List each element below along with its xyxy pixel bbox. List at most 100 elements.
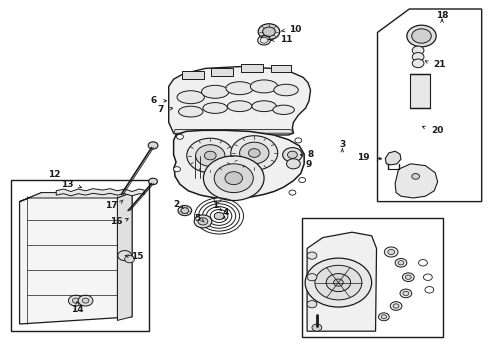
Circle shape [78,295,93,306]
Circle shape [287,151,297,158]
Polygon shape [182,71,204,79]
Text: 6: 6 [150,96,156,105]
Circle shape [224,172,242,185]
Circle shape [306,274,316,281]
Text: 10: 10 [289,25,301,34]
Polygon shape [117,193,132,320]
Text: 18: 18 [435,10,447,19]
Text: 21: 21 [432,60,445,69]
Circle shape [124,256,134,263]
Text: 11: 11 [279,35,292,44]
Circle shape [402,273,413,282]
Circle shape [411,59,423,68]
Polygon shape [173,130,293,133]
Ellipse shape [225,82,253,95]
Polygon shape [173,130,304,199]
Polygon shape [394,164,437,198]
Circle shape [214,164,253,193]
Circle shape [258,24,279,40]
Polygon shape [306,232,376,331]
Circle shape [294,138,301,143]
Circle shape [282,148,302,162]
Circle shape [311,324,321,331]
Ellipse shape [201,85,228,98]
Circle shape [214,197,221,202]
Circle shape [288,190,295,195]
Circle shape [305,258,371,307]
Bar [409,74,429,108]
Circle shape [181,208,188,213]
Ellipse shape [251,101,276,112]
Circle shape [239,142,268,164]
Circle shape [314,265,361,300]
Circle shape [230,136,277,170]
Polygon shape [56,189,144,196]
Text: 16: 16 [109,217,122,226]
Circle shape [286,159,300,169]
Bar [302,218,442,337]
Circle shape [387,249,394,255]
Circle shape [248,149,260,157]
Circle shape [68,295,83,306]
Text: 9: 9 [305,160,311,168]
Ellipse shape [250,80,277,93]
Text: 13: 13 [61,180,73,189]
Polygon shape [211,68,233,76]
Circle shape [389,302,401,310]
Circle shape [214,212,224,220]
Circle shape [306,301,316,308]
Text: 15: 15 [131,252,143,261]
Polygon shape [168,67,310,136]
Ellipse shape [203,103,227,113]
Circle shape [118,251,131,261]
Circle shape [195,145,224,166]
Circle shape [178,206,191,216]
Polygon shape [271,65,290,72]
Polygon shape [385,151,400,165]
Circle shape [397,261,403,265]
Circle shape [262,27,275,36]
Ellipse shape [272,105,294,114]
Circle shape [173,167,180,172]
Circle shape [411,53,423,61]
Text: 3: 3 [339,140,345,149]
Text: 5: 5 [194,214,200,223]
Ellipse shape [177,91,204,104]
Circle shape [399,289,411,298]
Circle shape [203,156,264,201]
Circle shape [198,218,207,225]
Ellipse shape [273,84,298,96]
Circle shape [333,279,343,286]
Circle shape [394,258,406,267]
Ellipse shape [178,106,203,117]
Text: 1: 1 [212,201,218,210]
Circle shape [186,138,233,173]
Circle shape [406,25,435,47]
Circle shape [148,178,157,185]
Circle shape [325,274,350,292]
Circle shape [402,291,408,296]
Ellipse shape [227,101,251,112]
Text: 19: 19 [356,153,369,162]
Circle shape [411,174,419,179]
Circle shape [384,247,397,257]
Text: 8: 8 [306,150,313,159]
Polygon shape [20,193,132,324]
Text: 20: 20 [430,126,443,135]
Circle shape [405,275,410,279]
Circle shape [204,151,216,160]
Text: 14: 14 [71,305,83,314]
Circle shape [381,315,386,319]
Circle shape [82,298,89,303]
Text: 12: 12 [48,170,61,179]
Text: 2: 2 [173,200,180,209]
Circle shape [392,304,398,308]
Circle shape [378,313,388,321]
Circle shape [306,252,316,259]
Circle shape [298,177,305,183]
Circle shape [411,29,430,43]
Circle shape [176,134,183,139]
Circle shape [148,142,158,149]
Polygon shape [240,64,263,72]
Circle shape [72,298,79,303]
